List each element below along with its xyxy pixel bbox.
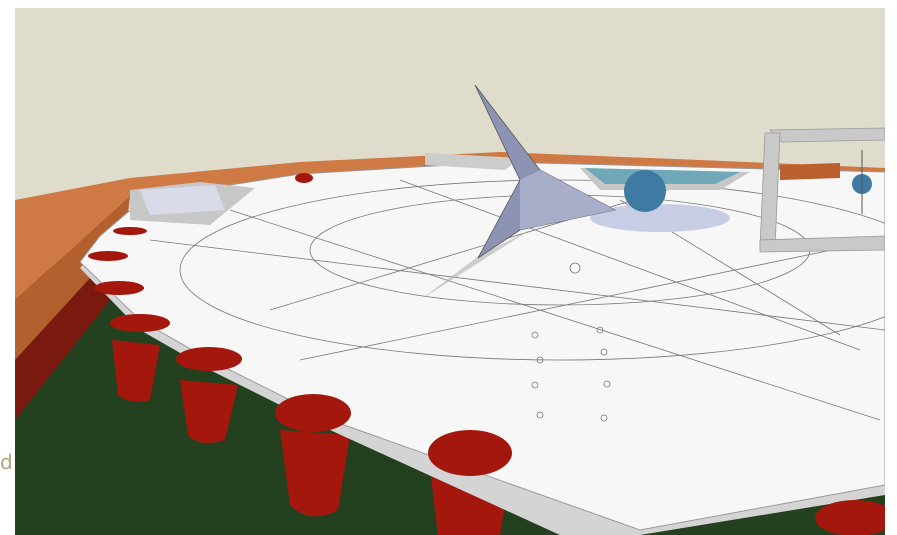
sphere (624, 170, 666, 212)
box-left-top (140, 185, 225, 215)
sail-face (520, 170, 615, 230)
brick-back (780, 163, 840, 180)
shadow (590, 204, 730, 232)
sail-shadow (420, 230, 530, 300)
pool-water (585, 168, 740, 184)
render (15, 8, 885, 535)
caption-fragment: d (0, 450, 13, 474)
edge-discs (88, 173, 885, 535)
frame-structure (759, 127, 885, 253)
box-back (425, 153, 520, 170)
dots (531, 262, 611, 422)
